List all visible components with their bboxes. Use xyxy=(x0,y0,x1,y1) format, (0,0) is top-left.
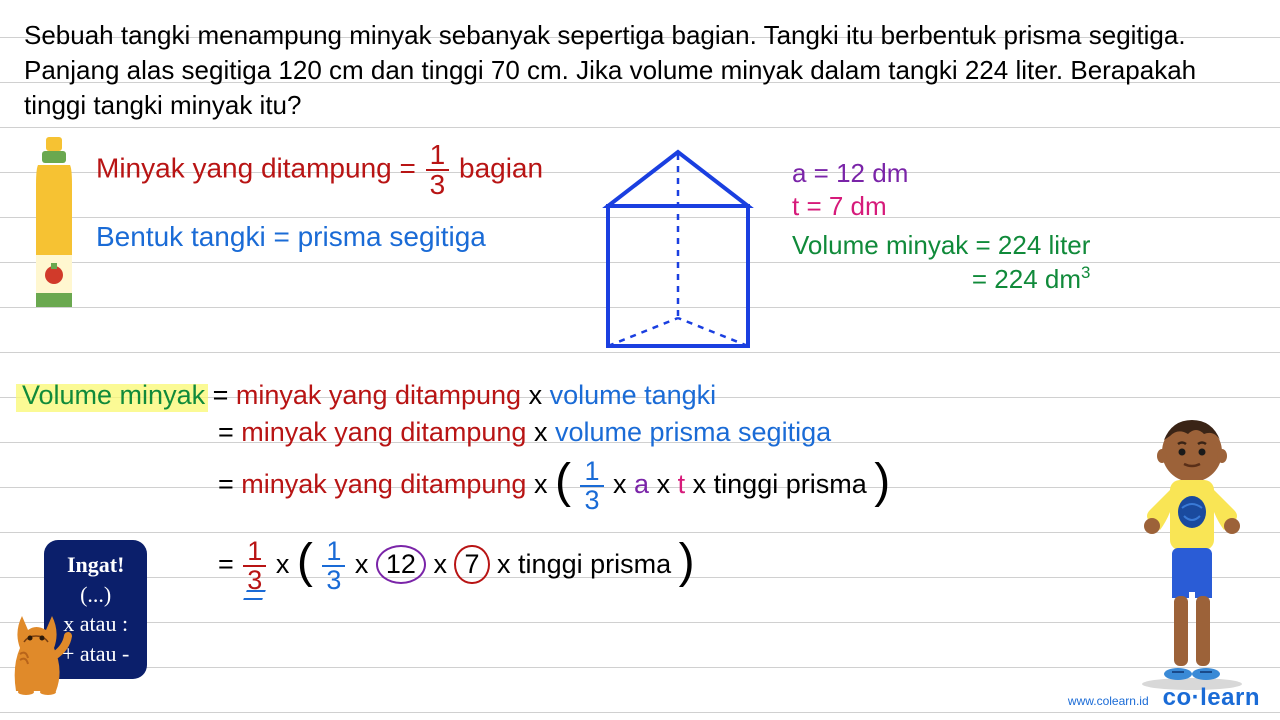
given-bentuk: Bentuk tangki = prisma segitiga xyxy=(96,221,543,253)
footer: www.colearn.id co·learn xyxy=(1068,684,1260,712)
given-minyak: Minyak yang ditampung = 13 bagian xyxy=(96,141,543,199)
brand-logo: co·learn xyxy=(1163,684,1260,712)
problem-text: Sebuah tangki menampung minyak sebanyak … xyxy=(24,18,1256,123)
footer-url: www.colearn.id xyxy=(1068,694,1149,708)
cat-icon xyxy=(6,596,76,696)
equation-block: Volume minyak = minyak yang ditampung x … xyxy=(22,380,890,600)
boy-character-icon xyxy=(1122,412,1262,692)
oil-bottle-icon xyxy=(24,135,84,315)
